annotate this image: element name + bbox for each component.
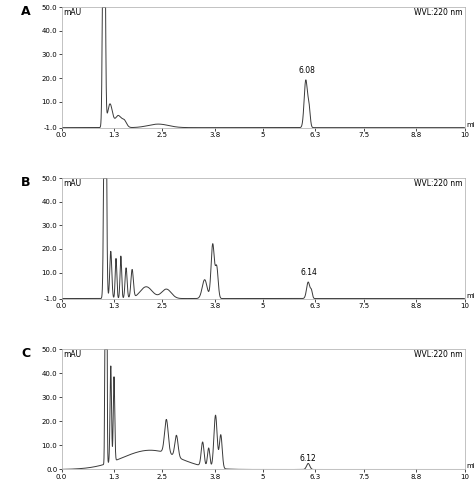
Text: mAU: mAU <box>64 8 82 17</box>
Text: A: A <box>21 5 31 18</box>
Text: 6.12: 6.12 <box>300 454 317 463</box>
Text: min: min <box>466 464 474 469</box>
Text: WVL:220 nm: WVL:220 nm <box>414 350 463 359</box>
Text: B: B <box>21 176 31 189</box>
Text: mAU: mAU <box>64 180 82 188</box>
Text: WVL:220 nm: WVL:220 nm <box>414 8 463 17</box>
Text: 6.14: 6.14 <box>301 268 318 277</box>
Text: min: min <box>466 292 474 299</box>
Text: min: min <box>466 121 474 128</box>
Text: WVL:220 nm: WVL:220 nm <box>414 180 463 188</box>
Text: mAU: mAU <box>64 350 82 359</box>
Text: 6.08: 6.08 <box>298 65 315 75</box>
Text: C: C <box>21 347 30 360</box>
